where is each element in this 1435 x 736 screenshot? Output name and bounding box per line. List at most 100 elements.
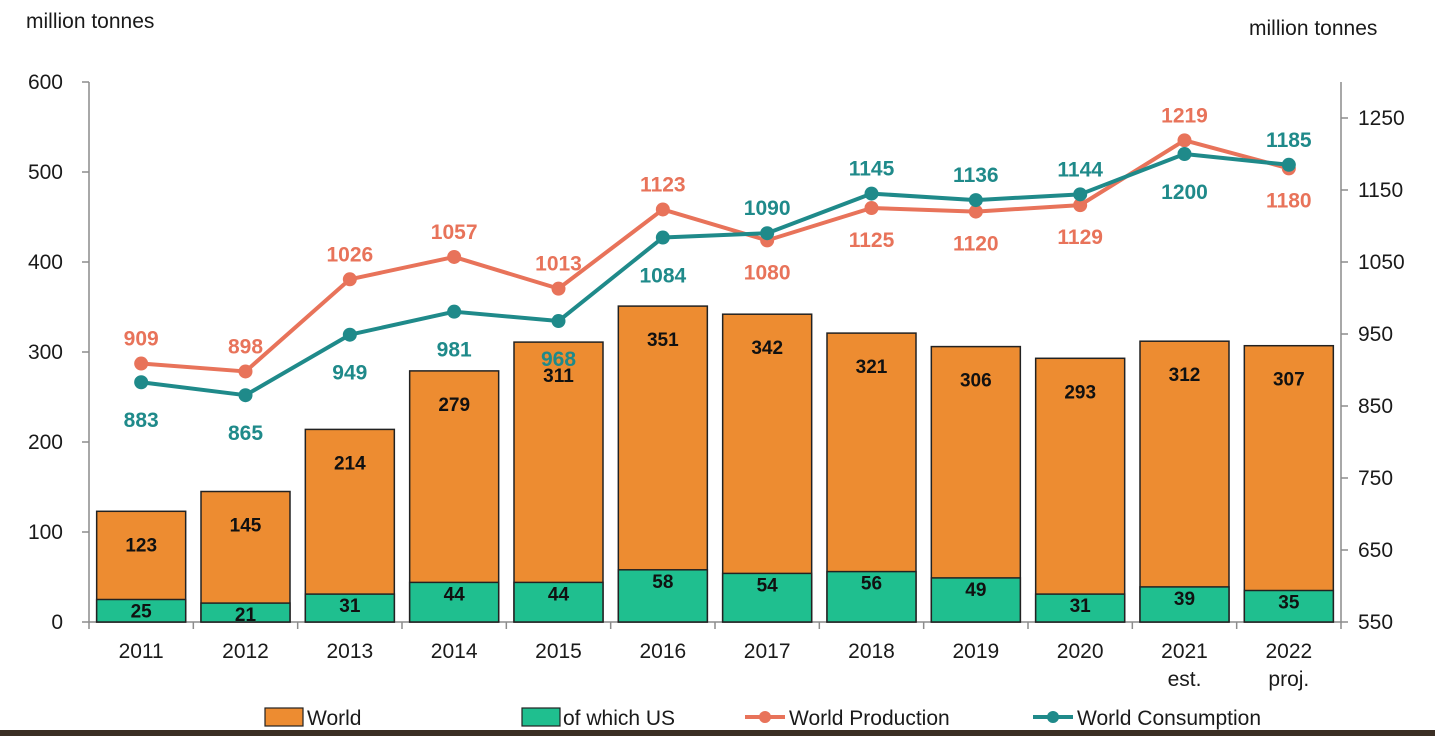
x-tick-label: 2017 [744, 640, 791, 663]
x-tick-label: 2015 [535, 640, 582, 663]
bar-us [721, 572, 813, 623]
line-world-consumption [140, 152, 1290, 398]
data-label-us: 54 [757, 575, 779, 596]
bar-world [513, 341, 604, 623]
data-label-world: 307 [1273, 370, 1305, 391]
point-world-production [342, 272, 357, 287]
data-label-world: 311 [543, 366, 574, 387]
left-tick-label: 500 [28, 161, 63, 184]
bar-us [617, 569, 709, 623]
point-world-consumption [551, 314, 566, 329]
data-label-us: 31 [1070, 596, 1092, 617]
data-label-production: 909 [124, 328, 159, 351]
data-label-consumption: 1145 [849, 158, 895, 181]
bar-us [1034, 593, 1126, 623]
legend-swatch-us [521, 707, 561, 727]
left-tick-label: 600 [28, 71, 63, 94]
bar-world [1034, 357, 1126, 623]
left-tick-label: 300 [28, 341, 63, 364]
bar-us [826, 570, 917, 623]
x-tick-label: 2011 [119, 640, 164, 663]
x-tick-label: 2022 [1265, 640, 1312, 663]
data-label-world: 321 [856, 357, 888, 378]
data-label-world: 312 [1169, 365, 1201, 386]
point-world-consumption [864, 186, 879, 201]
data-label-production: 1123 [640, 173, 686, 196]
bar-us [513, 581, 604, 623]
point-world-consumption [134, 375, 149, 390]
left-tick-label: 200 [28, 431, 63, 454]
data-label-us: 44 [444, 584, 466, 605]
data-label-production: 1013 [535, 253, 582, 276]
data-label-consumption: 1136 [953, 164, 999, 187]
line-world-production [141, 138, 1290, 374]
data-label-consumption: 1200 [1161, 181, 1208, 204]
legend-marker-consumption [1047, 711, 1059, 723]
bar-world [304, 428, 396, 623]
x-tick-label: proj. [1268, 668, 1309, 691]
data-label-world: 306 [960, 371, 992, 392]
bar-world [930, 345, 1022, 623]
point-world-production [655, 202, 670, 217]
legend-label-world: World [307, 707, 361, 730]
x-tick-label: 2018 [848, 640, 895, 663]
x-tick-label: 2019 [952, 640, 999, 663]
bar-world [721, 313, 813, 623]
data-label-consumption: 1090 [744, 197, 791, 220]
point-world-consumption [447, 304, 462, 319]
right-tick-label: 1050 [1358, 251, 1405, 274]
bar-world [408, 370, 500, 623]
data-label-production: 1180 [1266, 189, 1312, 212]
data-label-consumption: 968 [541, 348, 576, 371]
bottom-divider [0, 730, 1435, 736]
legend-label-consumption: World Consumption [1077, 707, 1261, 730]
data-label-world: 279 [438, 395, 470, 416]
data-label-world: 351 [647, 330, 679, 351]
data-label-consumption: 949 [332, 362, 367, 385]
data-label-consumption: 981 [437, 339, 472, 362]
left-tick-label: 0 [51, 611, 63, 634]
data-label-consumption: 1084 [639, 265, 686, 288]
data-label-us: 58 [652, 572, 673, 593]
point-world-consumption [342, 327, 357, 342]
data-label-us: 49 [965, 580, 986, 601]
point-world-production [864, 201, 879, 215]
right-axis-unit-label: million tonnes [1249, 17, 1378, 40]
data-label-us: 56 [861, 574, 882, 595]
right-tick-label: 650 [1358, 539, 1393, 562]
point-world-production [968, 204, 983, 219]
right-tick-label: 950 [1358, 323, 1393, 346]
x-tick-label: est. [1168, 668, 1202, 691]
point-world-production [551, 281, 566, 296]
legend-swatch-world [264, 707, 304, 727]
data-label-world: 123 [125, 535, 157, 556]
point-world-consumption [1281, 157, 1296, 172]
data-label-us: 44 [548, 584, 570, 605]
bar-us [304, 593, 396, 623]
data-label-consumption: 883 [124, 409, 159, 432]
data-label-production: 1120 [953, 233, 999, 256]
data-label-world: 342 [751, 338, 783, 359]
x-tick-label: 2021 [1161, 640, 1208, 663]
x-tick-label: 2020 [1057, 640, 1104, 663]
data-label-production: 1129 [1057, 226, 1103, 249]
point-world-production [447, 249, 462, 264]
legend-label-production: World Production [789, 707, 950, 730]
point-world-production [238, 364, 253, 379]
legend-marker-production [759, 711, 771, 723]
point-world-consumption [1073, 187, 1088, 202]
data-label-production: 1026 [326, 243, 373, 266]
x-tick-label: 2012 [222, 640, 269, 663]
left-tick-label: 100 [28, 521, 63, 544]
data-label-world: 214 [334, 453, 366, 474]
data-label-us: 31 [339, 596, 361, 617]
right-tick-label: 850 [1358, 395, 1393, 418]
bar-us [200, 602, 291, 623]
data-label-production: 1219 [1161, 104, 1208, 127]
right-tick-label: 750 [1358, 467, 1393, 490]
data-label-us: 21 [235, 605, 257, 626]
right-tick-label: 1150 [1358, 179, 1403, 202]
data-label-world: 293 [1064, 382, 1096, 403]
data-label-consumption: 865 [228, 422, 263, 445]
